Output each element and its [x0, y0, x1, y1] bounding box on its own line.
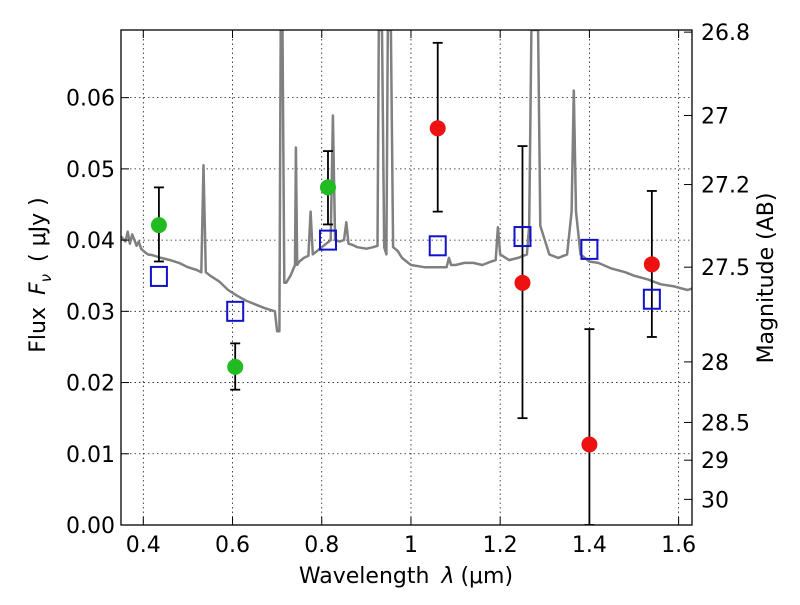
y-tick-label: 0.03 [66, 300, 115, 325]
data-point [514, 274, 531, 291]
model-square [513, 226, 532, 248]
model-square [642, 288, 661, 310]
data-point [643, 256, 660, 273]
x-tick-label: 0.6 [215, 533, 250, 558]
y2-tick-label: 27 [701, 104, 729, 129]
y2-tick-label: 26.8 [701, 21, 750, 46]
x-tick-label: 1.2 [483, 533, 518, 558]
ticks: 0.4 0.6 0.8 1 1.2 1.4 1.6 0.00 0.01 0.02 0.03 0.04 0… [66, 21, 750, 558]
plot-frame [120, 29, 693, 526]
y-axis-title: FluxFν( μJy ) [26, 197, 55, 352]
model-square [149, 265, 168, 287]
y-tick-label: 0.06 [66, 87, 115, 112]
data-point [319, 179, 336, 196]
y2-tick-label: 28 [701, 351, 729, 376]
y-tick-label: 0.05 [66, 158, 115, 183]
y2-tick-label: 27.2 [701, 174, 750, 199]
x-axis-title: Wavelength λ (μm) [299, 564, 513, 589]
data-point [227, 358, 244, 375]
x-tick-label: 0.8 [304, 533, 339, 558]
y2-tick-label: 30 [701, 488, 729, 513]
y2-axis-title: Magnitude (AB) [754, 193, 779, 364]
model-square [580, 238, 599, 260]
data-point [581, 436, 598, 453]
x-tick-label: 0.4 [126, 533, 161, 558]
y-tick-label: 0.00 [66, 514, 115, 539]
plot-area [121, 30, 692, 525]
y2-tick-label: 27.5 [701, 256, 750, 281]
y2-tick-label: 28.5 [701, 411, 750, 436]
x-tick-label: 1 [404, 533, 418, 558]
model-square [428, 235, 447, 257]
x-tick-label: 1.4 [572, 533, 607, 558]
y-tick-label: 0.02 [66, 372, 115, 397]
y-tick-label: 0.01 [66, 443, 115, 468]
axes-frame [120, 29, 693, 526]
data-point [429, 120, 446, 137]
model-square [226, 300, 245, 322]
y2-tick-label: 29 [701, 449, 729, 474]
x-tick-label: 1.6 [661, 533, 696, 558]
data-point [150, 217, 167, 234]
y-tick-label: 0.04 [66, 229, 115, 254]
spectrum-line [121, 30, 692, 333]
grid [121, 30, 692, 526]
model-square [318, 229, 337, 251]
